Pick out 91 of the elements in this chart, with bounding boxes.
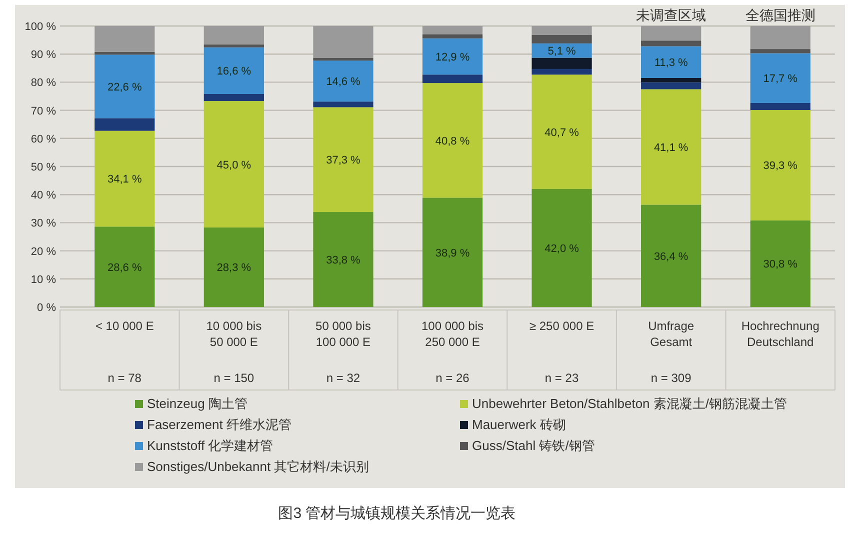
bar	[750, 102, 810, 110]
bar	[641, 78, 702, 82]
y-tick-label: 30 %	[30, 218, 56, 230]
category-label: Umfrage Gesamt n = 309	[648, 319, 694, 385]
bar	[94, 118, 155, 131]
bar	[313, 26, 374, 58]
bar	[204, 44, 264, 48]
bar	[313, 212, 374, 307]
data-label: 40,7 %	[544, 126, 580, 139]
y-tick-label: 100 %	[24, 21, 56, 33]
data-label: 34,1 %	[108, 174, 142, 186]
bar	[641, 46, 702, 78]
bar	[204, 94, 264, 102]
bar	[422, 198, 483, 307]
data-label: 12,9 %	[435, 51, 470, 64]
data-label: 40,8 %	[435, 135, 470, 148]
bar	[204, 101, 264, 228]
data-label: 30,8 %	[763, 258, 798, 271]
bar	[641, 204, 702, 307]
category-label: ≥ 250 000 E n = 23	[529, 319, 594, 385]
y-tick-label: 90 %	[30, 49, 56, 62]
data-label: 11,3 %	[654, 57, 688, 70]
y-tick-label: 20 %	[30, 246, 56, 258]
bar	[750, 49, 810, 54]
y-tick-label: 10 %	[30, 274, 56, 286]
category-label: 50 000 bis 100 000 E n = 32	[316, 319, 371, 385]
bar	[94, 26, 155, 52]
bar	[532, 58, 592, 69]
bar	[532, 68, 592, 75]
legend-label: Guss/Stahl 铸铁/钢管	[472, 438, 595, 453]
bar	[94, 54, 155, 118]
category-label: 100 000 bis 250 000 E n = 26	[421, 319, 484, 385]
legend-label: Sonstiges/Unbekannt 其它材料/未识别	[147, 459, 369, 474]
bar	[422, 83, 483, 198]
bar	[94, 130, 155, 227]
bar	[750, 110, 810, 220]
data-label: 28,3 %	[216, 262, 252, 274]
data-label: 33,8 %	[326, 254, 361, 267]
legend-label: Kunststoff 化学建材管	[147, 438, 274, 453]
bar	[422, 38, 483, 75]
bar	[422, 74, 483, 84]
data-label: 41,1 %	[654, 142, 688, 154]
y-tick-label: 40 %	[30, 190, 56, 202]
data-label: 28,6 %	[108, 262, 142, 274]
bar	[750, 220, 810, 307]
data-label: 38,9 %	[435, 247, 470, 260]
bar	[204, 26, 264, 45]
legend-label: Mauerwerk 砖砌	[472, 417, 566, 432]
data-label: 39,3 %	[763, 160, 798, 172]
bar	[422, 26, 483, 34]
data-label: 37,3 %	[326, 154, 361, 167]
bar	[532, 34, 592, 44]
legend-label: Unbewehrter Beton/Stahlbeton 素混凝土/钢筋混凝土管	[472, 396, 788, 411]
bar	[532, 26, 592, 35]
bar	[422, 34, 483, 38]
category-label: 10 000 bis 50 000 E n = 150	[206, 319, 262, 385]
legend-label: Steinzeug 陶土管	[147, 396, 248, 411]
bar	[532, 74, 592, 189]
x-tick-label: Hochrechnung Deutschland	[741, 319, 820, 349]
data-label: 42,0 %	[544, 242, 580, 255]
bar	[641, 82, 702, 90]
bar	[750, 53, 810, 103]
bar	[641, 26, 702, 41]
data-label: 36,4 %	[654, 250, 688, 263]
data-label: 16,6 %	[216, 66, 252, 78]
bar	[204, 227, 264, 307]
data-label: 14,6 %	[326, 76, 361, 88]
data-label: 5,1 %	[548, 46, 576, 58]
bar	[532, 188, 592, 307]
annotation: 未调查区域	[636, 7, 706, 23]
data-label: 17,7 %	[763, 73, 798, 86]
bar	[204, 47, 264, 94]
bar	[750, 26, 810, 50]
y-tick-label: 0 %	[37, 302, 56, 314]
y-tick-label: 60 %	[30, 133, 56, 146]
bar	[641, 40, 702, 46]
annotation: 全德国推测	[745, 7, 816, 23]
bar	[641, 89, 702, 205]
bar	[94, 226, 155, 307]
bar	[532, 43, 592, 58]
y-tick-label: 50 %	[30, 162, 56, 174]
bar	[313, 60, 374, 102]
bar	[313, 102, 374, 108]
data-label: 22,6 %	[108, 81, 142, 94]
category-label: < 10 000 E n = 78	[95, 319, 154, 385]
y-tick-label: 80 %	[30, 77, 56, 90]
y-tick-label: 70 %	[30, 105, 56, 118]
legend-label: Faserzement 纤维水泥管	[147, 417, 292, 432]
bar	[313, 107, 374, 212]
data-label: 45,0 %	[216, 159, 252, 172]
caption: 图3 管材与城镇规模关系情况一览表	[278, 505, 516, 522]
